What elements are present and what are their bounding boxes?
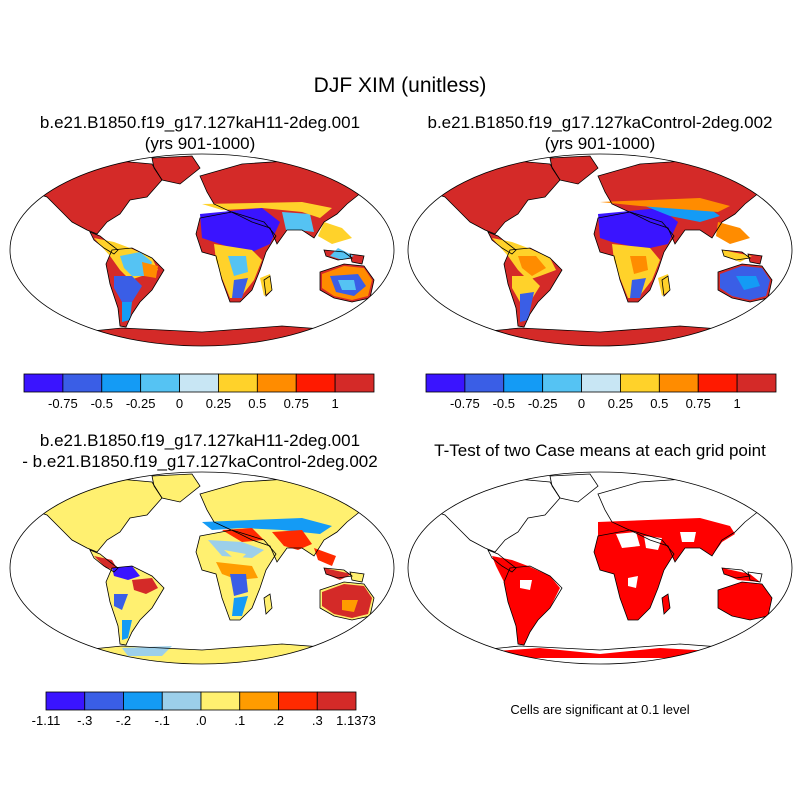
significance-note: Cells are significant at 0.1 level	[510, 702, 690, 717]
colorbar-panel-1-tick-label: -0.25	[125, 396, 156, 411]
colorbar-difference-swatch	[316, 691, 357, 711]
colorbar-panel-2-tick-label: -0.25	[527, 396, 558, 411]
colorbar-panel-2-tick-label: 1	[733, 396, 741, 411]
colorbar-panel-2-swatch	[620, 373, 660, 393]
colorbar-panel-2	[425, 373, 777, 393]
colorbar-panel-1	[23, 373, 375, 393]
colorbar-panel-1-swatch	[101, 373, 142, 393]
colorbar-panel-1-tick-label: 0	[175, 396, 184, 411]
colorbar-panel-1-swatch	[62, 373, 103, 393]
colorbar-panel-2-swatch	[542, 373, 582, 393]
panel-1-title: b.e21.B1850.f19_g17.127kaH11-2deg.001 (y…	[0, 112, 400, 154]
colorbar-panel-2-swatch	[464, 373, 505, 393]
panel-1-title-line1: b.e21.B1850.f19_g17.127kaH11-2deg.001	[39, 113, 361, 132]
panel-2-title-line2: (yrs 901-1000)	[544, 134, 656, 153]
colorbar-panel-1-swatch	[295, 373, 336, 393]
colorbar-panel-2-tick-label: 0.25	[607, 396, 634, 411]
panel-4-title: T-Test of two Case means at each grid po…	[434, 441, 766, 460]
colorbar-difference-swatch	[84, 691, 124, 711]
panel-1-title-line2: (yrs 901-1000)	[144, 134, 256, 153]
colorbar-panel-2-swatch	[503, 373, 544, 393]
colorbar-panel-1-tick-label: -0.5	[90, 396, 113, 411]
colorbar-panel-2-swatch	[581, 373, 621, 393]
colorbar-panel-1-swatch	[256, 373, 297, 393]
colorbar-panel-1-tick-label: 0.5	[248, 396, 267, 411]
map-panel-2	[407, 153, 793, 347]
colorbar-panel-1-tick-label: 1	[331, 396, 339, 411]
colorbar-panel-1-ticks: -0.75 -0.5 -0.25 0 0.25 0.5 0.75 1	[24, 396, 374, 414]
colorbar-difference-tick-label: .3	[311, 713, 323, 728]
colorbar-difference-swatch	[161, 691, 202, 711]
page-title: DJF XIM (unitless)	[313, 74, 487, 97]
colorbar-panel-1-swatch	[334, 373, 375, 393]
colorbar-panel-2-swatch	[697, 373, 738, 393]
colorbar-difference-swatch	[278, 691, 318, 711]
panel-3-title: b.e21.B1850.f19_g17.127kaH11-2deg.001 - …	[0, 430, 400, 472]
colorbar-panel-2-swatch	[658, 373, 699, 393]
colorbar-panel-2-tick-label: 0	[577, 396, 586, 411]
colorbar-difference-tick-label: .1	[234, 713, 246, 728]
panel-2-title: b.e21.B1850.f19_g17.127kaControl-2deg.00…	[400, 112, 800, 154]
map-panel-1	[9, 153, 395, 347]
colorbar-difference-tick-label: -.2	[115, 713, 132, 728]
colorbar-difference-swatch	[200, 691, 241, 711]
colorbar-panel-2-ticks: -0.75 -0.5 -0.25 0 0.25 0.5 0.75 1	[426, 396, 776, 414]
colorbar-panel-1-swatch	[179, 373, 219, 393]
colorbar-panel-1-tick-label: 0.75	[283, 396, 309, 411]
colorbar-panel-2-tick-label: 0.5	[650, 396, 669, 411]
map-panel-4-ttest	[407, 471, 793, 665]
colorbar-panel-2-tick-label: 0.75	[685, 396, 711, 411]
colorbar-difference-tick-label: -.1	[154, 713, 170, 728]
colorbar-difference-swatch	[123, 691, 163, 711]
colorbar-difference-tick-label: -1.11	[31, 713, 61, 728]
colorbar-panel-2-swatch	[736, 373, 777, 393]
colorbar-panel-2-tick-label: -0.5	[492, 396, 515, 411]
colorbar-difference-swatch	[45, 691, 86, 711]
panel-3-title-line1: b.e21.B1850.f19_g17.127kaH11-2deg.001	[39, 431, 361, 450]
colorbar-difference-tick-label: 1.1373	[336, 713, 376, 728]
colorbar-panel-1-swatch	[23, 373, 64, 393]
colorbar-panel-1-swatch	[140, 373, 180, 393]
map-panel-3-difference	[9, 471, 395, 665]
colorbar-difference-tick-label: -.3	[77, 713, 93, 728]
colorbar-panel-1-tick-label: 0.25	[205, 396, 232, 411]
colorbar-difference-tick-label: .2	[273, 713, 284, 728]
colorbar-difference-swatch	[239, 691, 279, 711]
colorbar-difference-ticks: -1.11 -.3 -.2 -.1 .0 .1 .2 .3 1.1373	[32, 713, 376, 731]
panel-3-title-line2: - b.e21.B1850.f19_g17.127kaControl-2deg.…	[22, 452, 378, 471]
panel-2-title-line1: b.e21.B1850.f19_g17.127kaControl-2deg.00…	[427, 113, 773, 132]
colorbar-panel-2-tick-label: -0.75	[450, 396, 480, 411]
colorbar-difference	[45, 691, 357, 711]
colorbar-difference-tick-label: .0	[195, 713, 207, 728]
colorbar-panel-2-swatch	[425, 373, 466, 393]
colorbar-panel-1-tick-label: -0.75	[48, 396, 78, 411]
colorbar-panel-1-swatch	[218, 373, 258, 393]
